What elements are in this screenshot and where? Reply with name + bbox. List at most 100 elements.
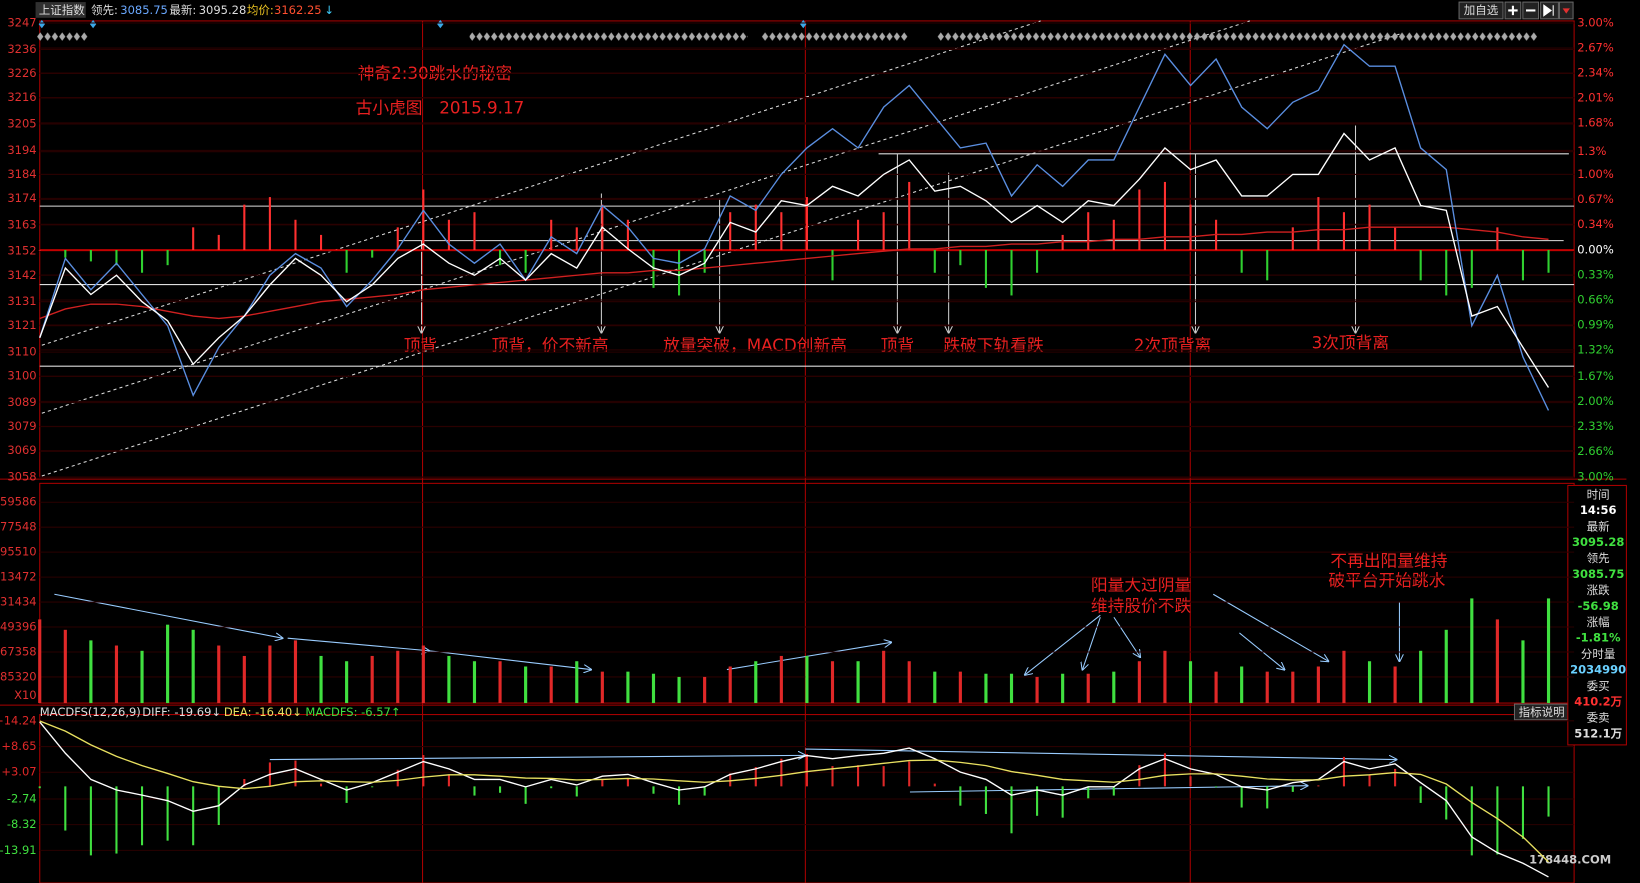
- bar: [1266, 250, 1269, 281]
- quote-label: 涨幅: [1587, 615, 1610, 629]
- arrow: [1113, 616, 1140, 657]
- y2-tick-label: 1.68%: [1577, 115, 1614, 129]
- annotation: 阳量大过阴量: [1091, 574, 1191, 594]
- bar: [959, 250, 962, 266]
- signal-markers: [469, 30, 748, 41]
- bar: [830, 661, 835, 704]
- indicator-name: MACDFS(12,26,9): [40, 705, 141, 719]
- bar: [678, 250, 681, 296]
- bar: [550, 786, 553, 789]
- indicator-help-label: 指标说明: [1519, 705, 1565, 719]
- bar: [1291, 227, 1294, 251]
- bar: [1112, 219, 1115, 251]
- quote-value: 3095.28: [1572, 535, 1624, 549]
- bar: [1342, 756, 1345, 787]
- quote-value: 512.1万: [1574, 726, 1622, 740]
- y-tick-label: 3110: [7, 345, 36, 359]
- bar: [652, 786, 655, 794]
- y-tick-label: 85320: [0, 669, 37, 683]
- y2-tick-label: 2.00%: [1577, 394, 1614, 408]
- bar: [345, 661, 349, 704]
- y-tick-label: 3121: [7, 318, 36, 332]
- bar: [1445, 250, 1448, 296]
- y-tick-label: 49396: [0, 620, 37, 634]
- bar: [1086, 673, 1090, 704]
- bar: [294, 760, 297, 787]
- bar: [575, 661, 579, 704]
- y2-tick-label: 0.66%: [1577, 292, 1614, 306]
- y-tick-label: -13.91: [0, 843, 37, 857]
- field-value: 3095.28: [199, 3, 247, 17]
- y2-tick-label: 0.34%: [1577, 217, 1614, 231]
- bar: [677, 676, 681, 704]
- y2-tick-label: 2.33%: [1577, 419, 1614, 433]
- bar: [1394, 768, 1397, 787]
- bar: [882, 212, 885, 251]
- bar: [626, 671, 630, 704]
- series-line: [39, 43, 1550, 411]
- add-watchlist-button[interactable]: [1458, 1, 1504, 20]
- bar: [575, 786, 578, 797]
- y-tick-label: 95510: [0, 545, 37, 559]
- bar: [729, 773, 732, 787]
- y2-tick-label: 0.33%: [1577, 268, 1614, 282]
- add-watchlist-label: 加自选: [1464, 3, 1499, 17]
- index-name: 上证指数: [39, 3, 85, 17]
- bar: [933, 250, 936, 273]
- bar: [498, 661, 502, 704]
- bar: [1061, 673, 1065, 704]
- bar: [371, 250, 374, 258]
- indicator-value: MACDFS: -6.57↑: [305, 705, 400, 719]
- bar: [703, 250, 706, 273]
- series-line: [39, 720, 1549, 863]
- bar: [575, 227, 578, 251]
- bar: [1521, 250, 1525, 281]
- bar: [1087, 786, 1090, 799]
- arrow: [1239, 632, 1284, 670]
- series-line: [39, 132, 1550, 388]
- quote-label: 涨跌: [1587, 583, 1610, 597]
- bar: [243, 778, 246, 787]
- bar: [754, 204, 757, 251]
- y-tick-label: 3142: [7, 268, 36, 282]
- bar: [370, 655, 374, 704]
- field-value: 3085.75: [120, 3, 168, 17]
- bar: [166, 624, 170, 704]
- y2-tick-label: 2.67%: [1577, 40, 1614, 54]
- y2-tick-label: 3.00%: [1577, 470, 1614, 484]
- bar: [1317, 197, 1320, 251]
- bar: [396, 227, 399, 251]
- bar: [882, 650, 886, 704]
- bar: [1444, 629, 1448, 704]
- quote-value: -56.98: [1578, 599, 1619, 613]
- y-tick-label: 3152: [7, 244, 36, 258]
- y-tick-label: +14.24: [0, 713, 37, 727]
- annotation: 破平台开始跳水: [1328, 570, 1445, 590]
- bar: [242, 655, 246, 704]
- y2-tick-label: 0.67%: [1577, 192, 1614, 206]
- bar: [600, 671, 604, 704]
- bar: [984, 673, 988, 704]
- bar: [1495, 619, 1499, 704]
- bar: [63, 629, 67, 704]
- bar: [140, 786, 144, 846]
- y-tick-label: 77548: [0, 520, 37, 534]
- bar: [140, 650, 144, 704]
- signal-markers: [761, 30, 908, 41]
- y-tick-label: -8.32: [7, 817, 37, 831]
- bar: [64, 786, 67, 831]
- indicator-value: DEA: -16.40↓: [224, 705, 302, 719]
- y-tick-label: 3131: [7, 294, 36, 308]
- bar: [421, 645, 425, 704]
- indicator-value: DIFF: -19.69↓: [142, 705, 221, 719]
- bar: [191, 629, 195, 704]
- bar: [1368, 774, 1371, 787]
- bar: [1163, 181, 1166, 251]
- y-tick-label: 3236: [7, 42, 36, 56]
- y-tick-label: 3184: [7, 167, 36, 181]
- y2-tick-label: 1.3%: [1577, 144, 1606, 158]
- index-tab[interactable]: [35, 2, 86, 18]
